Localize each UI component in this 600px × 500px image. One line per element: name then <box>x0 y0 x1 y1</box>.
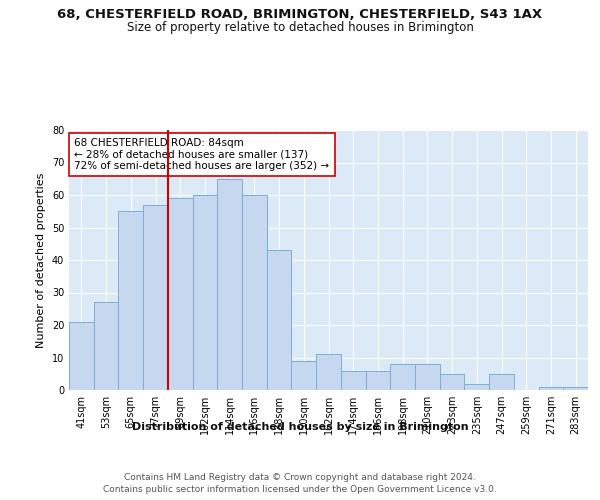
Text: Contains HM Land Registry data © Crown copyright and database right 2024.: Contains HM Land Registry data © Crown c… <box>124 472 476 482</box>
Y-axis label: Number of detached properties: Number of detached properties <box>36 172 46 348</box>
Bar <box>365 370 390 390</box>
Bar <box>217 179 242 390</box>
Bar <box>440 374 464 390</box>
Bar <box>292 361 316 390</box>
Bar <box>69 322 94 390</box>
Text: Contains public sector information licensed under the Open Government Licence v3: Contains public sector information licen… <box>103 485 497 494</box>
Text: 68 CHESTERFIELD ROAD: 84sqm
← 28% of detached houses are smaller (137)
72% of se: 68 CHESTERFIELD ROAD: 84sqm ← 28% of det… <box>74 138 329 171</box>
Text: Distribution of detached houses by size in Brimington: Distribution of detached houses by size … <box>131 422 469 432</box>
Bar <box>539 387 563 390</box>
Bar <box>193 195 217 390</box>
Bar <box>415 364 440 390</box>
Bar <box>242 195 267 390</box>
Bar <box>464 384 489 390</box>
Bar <box>489 374 514 390</box>
Bar <box>267 250 292 390</box>
Bar <box>143 205 168 390</box>
Bar <box>390 364 415 390</box>
Text: Size of property relative to detached houses in Brimington: Size of property relative to detached ho… <box>127 21 473 34</box>
Bar <box>168 198 193 390</box>
Text: 68, CHESTERFIELD ROAD, BRIMINGTON, CHESTERFIELD, S43 1AX: 68, CHESTERFIELD ROAD, BRIMINGTON, CHEST… <box>58 8 542 20</box>
Bar <box>94 302 118 390</box>
Bar <box>341 370 365 390</box>
Bar <box>316 354 341 390</box>
Bar <box>118 211 143 390</box>
Bar <box>563 387 588 390</box>
